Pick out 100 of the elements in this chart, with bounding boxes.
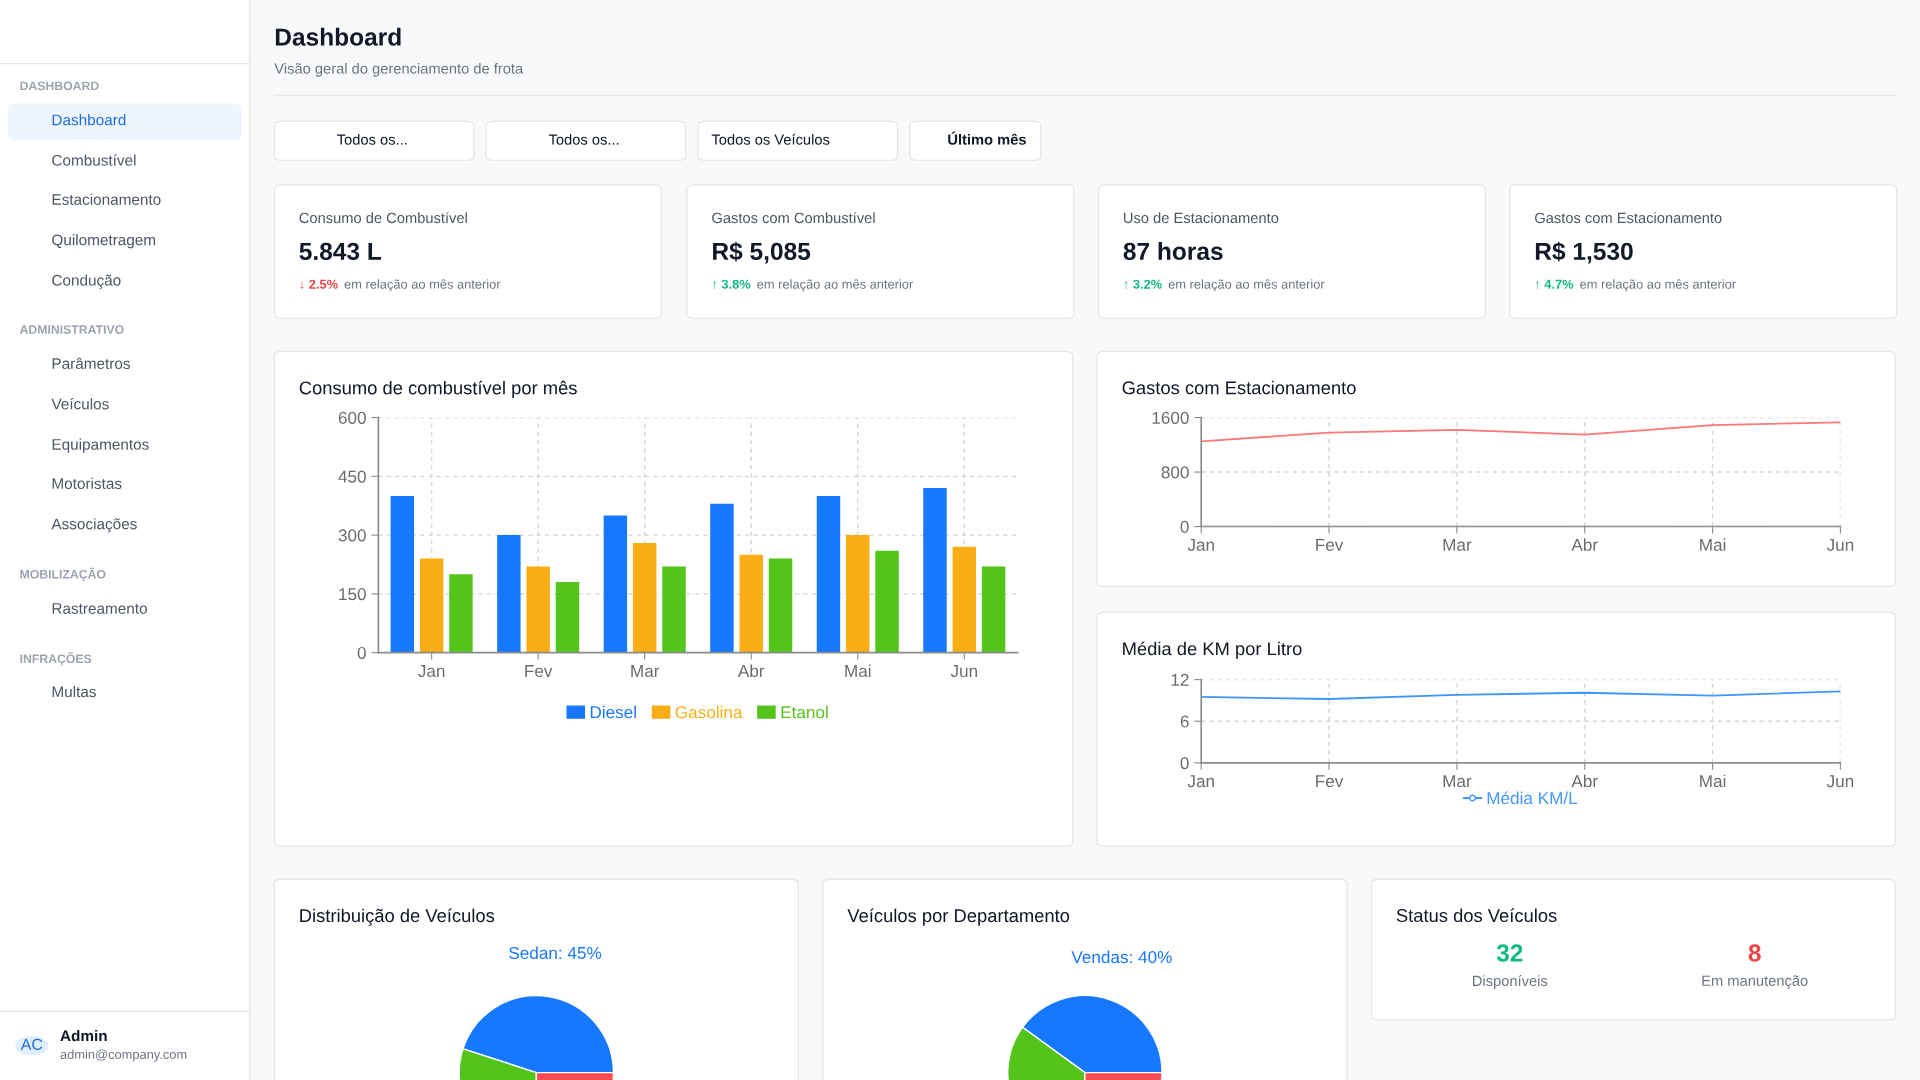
- text: Veículos: [51, 397, 109, 410]
- text: 8: [1748, 944, 1761, 962]
- y-tick-label: 800: [1161, 466, 1189, 479]
- bar: [981, 566, 1006, 653]
- text: em relação ao mês anterior: [1168, 279, 1325, 292]
- slice-label: Vendas: 40%: [1071, 950, 1172, 964]
- bar: [497, 535, 521, 653]
- text: Quilometragem: [52, 234, 156, 249]
- text: Disponíveis: [1473, 975, 1548, 989]
- x-tick-label: Jun: [1826, 538, 1854, 551]
- text: Todos os...: [548, 133, 619, 145]
- slice-label: Sedan: 45%: [509, 946, 602, 960]
- text: 5.843 L: [299, 242, 382, 261]
- text: 32: [1496, 944, 1523, 962]
- text: Status dos Veículos: [1396, 908, 1557, 923]
- text: Em manutenção: [1702, 975, 1808, 989]
- x-tick-label: Abr: [1571, 538, 1598, 551]
- y-tick-label: 1600: [1152, 411, 1189, 424]
- text: DASHBOARD: [20, 81, 99, 91]
- x-tick-label: Abr: [1571, 774, 1598, 788]
- x-tick-label: Jun: [1826, 775, 1854, 788]
- text: Visão geral do gerenciamento de frota: [274, 62, 524, 77]
- y-tick-label: 450: [338, 470, 366, 483]
- chart-title: Consumo de combustível por mês: [299, 380, 577, 399]
- y-tick-label: 300: [338, 529, 366, 542]
- bar: [923, 488, 947, 653]
- line-series: [1201, 690, 1841, 700]
- text: ↑ 3.2%: [1124, 279, 1162, 290]
- bar: [846, 535, 870, 653]
- bar: [555, 582, 580, 653]
- text: Último mês: [948, 131, 1026, 145]
- bar: [739, 554, 763, 653]
- text: Dashboard: [275, 27, 401, 46]
- y-tick-label: 6: [1180, 715, 1189, 728]
- text: Multas: [52, 685, 96, 698]
- text: R$ 1,530: [1535, 241, 1633, 264]
- text: INFRAÇÕES: [20, 652, 92, 666]
- y-tick-label: 600: [338, 411, 366, 424]
- bar: [662, 566, 686, 653]
- text: ↑ 4.7%: [1535, 279, 1574, 290]
- text: AC: [20, 1038, 43, 1050]
- legend-label: Gasolina: [675, 705, 743, 719]
- text: Associações: [51, 518, 137, 533]
- text: Rastreamento: [52, 603, 147, 614]
- bar: [768, 558, 793, 653]
- text: Estacionamento: [52, 193, 161, 205]
- bar: [603, 515, 628, 653]
- text: R$ 5,085: [713, 241, 811, 264]
- chart-title: Média de KM por Litro: [1123, 641, 1302, 659]
- text: em relação ao mês anterior: [344, 279, 501, 292]
- chart-title: Veículos por Departamento: [847, 908, 1070, 926]
- x-tick-label: Fev: [1316, 538, 1344, 551]
- y-tick-label: 0: [1180, 520, 1189, 533]
- legend-label: Diesel: [590, 705, 636, 719]
- x-tick-label: Mai: [1700, 538, 1726, 551]
- bar: [526, 566, 550, 653]
- y-tick-label: 0: [357, 646, 366, 660]
- text: em relação ao mês anterior: [1580, 279, 1736, 292]
- x-tick-label: Jun: [950, 665, 977, 678]
- text: Admin: [60, 1030, 107, 1042]
- text: Gastos com Estacionamento: [1535, 212, 1722, 224]
- text: Condução: [52, 274, 121, 289]
- x-tick-label: Mar: [631, 665, 660, 678]
- x-tick-label: Jan: [418, 665, 445, 678]
- text: Dashboard: [52, 114, 126, 126]
- text: Uso de Estacionamento: [1123, 212, 1279, 224]
- x-tick-label: Mar: [1443, 538, 1472, 551]
- text: admin@company.com: [60, 1049, 187, 1062]
- legend-label: Etanol: [781, 705, 828, 719]
- legend-label: Média KM/L: [1487, 791, 1578, 805]
- chart-title: Gastos com Estacionamento: [1122, 380, 1356, 395]
- line-series: [1201, 421, 1841, 443]
- bar: [875, 550, 899, 653]
- y-tick-label: 0: [1180, 757, 1189, 770]
- text: Equipamentos: [52, 438, 149, 453]
- bar: [816, 495, 841, 653]
- x-tick-label: Jan: [1187, 538, 1214, 551]
- text: Todos os...: [337, 133, 407, 145]
- text: Parâmetros: [52, 357, 130, 370]
- bar: [632, 542, 657, 653]
- x-tick-label: Mai: [1700, 774, 1726, 788]
- x-tick-label: Jan: [1187, 775, 1214, 788]
- text: MOBILIZAÇÃO: [20, 567, 106, 582]
- text: Consumo de Combustível: [299, 212, 467, 224]
- text: Combustível: [52, 154, 136, 166]
- text: ADMINISTRATIVO: [19, 325, 124, 334]
- y-tick-label: 12: [1171, 673, 1189, 686]
- x-tick-label: Fev: [525, 665, 553, 678]
- x-tick-label: Mai: [845, 664, 871, 678]
- bar: [449, 574, 473, 653]
- text: Todos os Veículos: [711, 133, 830, 145]
- x-tick-label: Fev: [1316, 775, 1344, 788]
- y-tick-label: 150: [339, 588, 366, 601]
- bar: [952, 546, 976, 653]
- text: Motoristas: [52, 477, 122, 490]
- text: Gastos com Combustível: [712, 212, 875, 224]
- bar: [710, 503, 734, 653]
- x-tick-label: Mar: [1443, 775, 1472, 788]
- x-tick-label: Abr: [737, 664, 765, 678]
- text: ↓ 2.5%: [300, 279, 338, 290]
